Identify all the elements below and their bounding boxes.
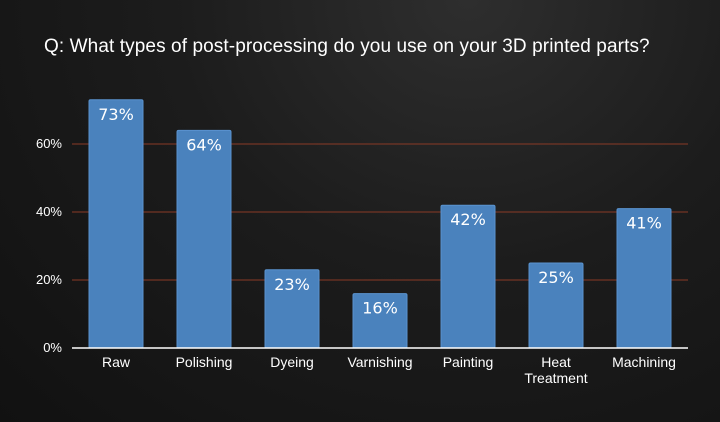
data-label: 25% [538,268,574,287]
bar [176,129,232,349]
data-label: 41% [626,214,662,233]
y-tick-label: 0% [43,340,62,355]
data-labels: 73% 64% 23% 16% 42% 25% 41% [98,105,662,318]
y-tick-label: 20% [36,272,62,287]
category-labels: Raw Polishing Dyeing Varnishing Painting Heat… [102,354,676,386]
bar [88,99,144,349]
category-label: Raw [102,354,131,370]
category-label: Polishing [176,354,233,370]
category-label: Machining [612,354,676,370]
data-label: 23% [274,275,310,294]
y-tick-labels: 0% 20% 40% 60% [36,136,62,355]
data-label: 16% [362,299,398,318]
category-label: Heat Treatment [524,354,587,386]
category-label: Painting [443,354,494,370]
data-label: 42% [450,210,486,229]
data-label: 73% [98,105,134,124]
y-tick-label: 40% [36,204,62,219]
category-label: Dyeing [270,354,314,370]
bars [88,99,672,349]
data-label: 64% [186,135,222,154]
gridlines [72,143,688,281]
y-tick-label: 60% [36,136,62,151]
chart-title: Q: What types of post-processing do you … [44,36,650,57]
category-label: Varnishing [347,354,412,370]
